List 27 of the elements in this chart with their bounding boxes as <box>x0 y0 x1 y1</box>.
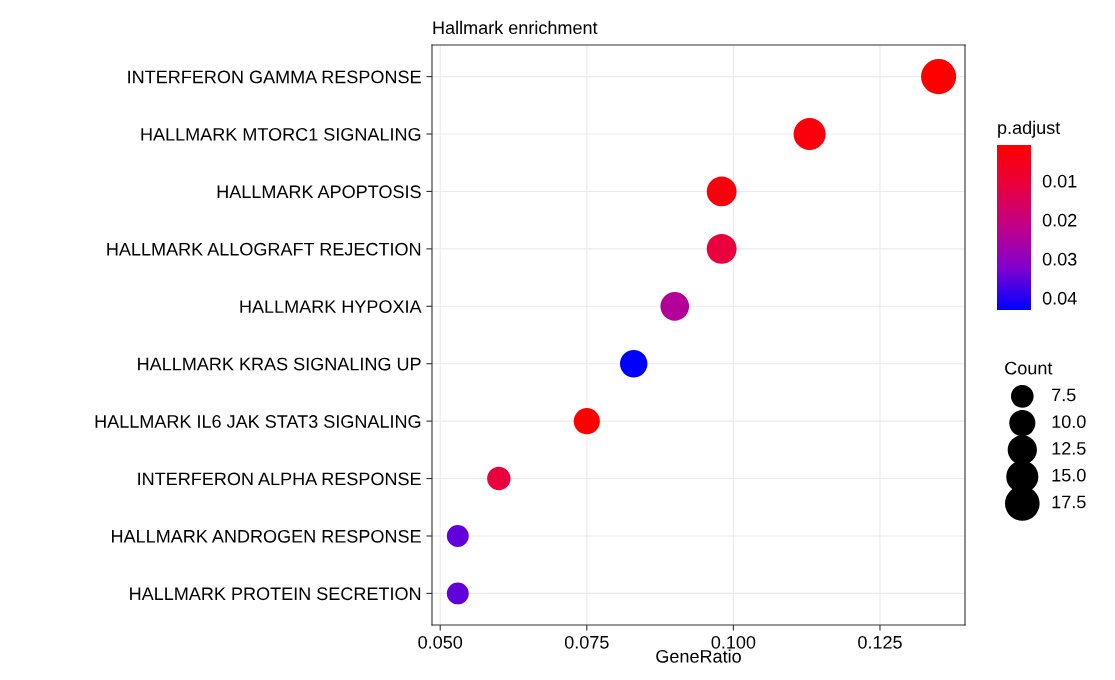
color-bar-label: 0.01 <box>1042 174 1077 188</box>
legend-label: 15.0 <box>1052 468 1086 482</box>
color-bar-label: 0.02 <box>1042 213 1077 227</box>
x-tick-label: 0.125 <box>858 635 902 649</box>
y-tick-label: INTERFERON GAMMA RESPONSE <box>128 70 421 84</box>
y-tick-label: HALLMARK ANDROGEN RESPONSE <box>112 529 421 543</box>
x-tick-label: 0.100 <box>711 635 756 649</box>
y-tick-label: HALLMARK ALLOGRAFT REJECTION <box>107 242 421 256</box>
color-bar-title: p.adjust <box>998 120 1061 138</box>
legend-title: Count <box>1005 361 1053 375</box>
legend-label: 10.0 <box>1052 415 1086 429</box>
y-tick-label: HALLMARK APOPTOSIS <box>217 185 421 199</box>
y-tick-label: HALLMARK PROTEIN SECRETION <box>130 587 421 601</box>
x-tick-label: 0.050 <box>418 635 463 649</box>
color-bar-label: 0.03 <box>1042 252 1077 266</box>
legend-label: 7.5 <box>1052 388 1076 402</box>
legend-label: 17.5 <box>1052 495 1086 509</box>
x-tick-label: 0.075 <box>564 635 609 649</box>
y-tick-label: HALLMARK KRAS SIGNALING UP <box>138 357 421 371</box>
y-tick-label: INTERFERON ALPHA RESPONSE <box>138 472 421 486</box>
y-tick-label: HALLMARK HYPOXIA <box>240 300 422 314</box>
chart-title: Hallmark enrichment <box>433 20 598 35</box>
color-bar-label: 0.04 <box>1042 291 1077 305</box>
y-tick-label: HALLMARK IL6 JAK STAT3 SIGNALING <box>95 415 421 428</box>
y-tick-label: HALLMARK MTORC1 SIGNALING <box>141 127 421 141</box>
legend-label: 12.5 <box>1052 442 1086 455</box>
x-axis-title: GeneRatio <box>656 649 741 663</box>
